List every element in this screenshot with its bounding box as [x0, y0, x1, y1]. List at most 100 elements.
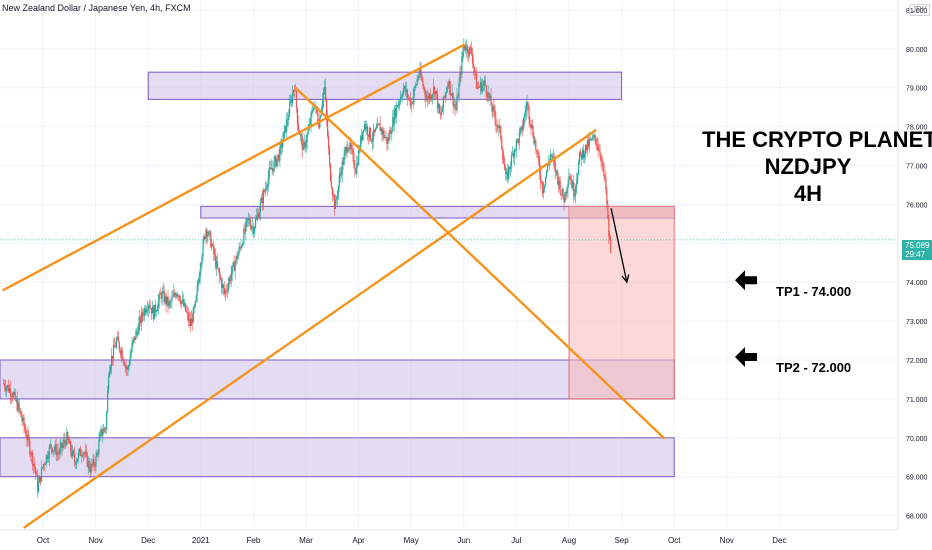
candle [39, 476, 42, 486]
candle [240, 245, 242, 252]
candle-body [292, 90, 295, 93]
candle [446, 81, 448, 94]
candle-body [231, 265, 233, 275]
projection-arrow-shaft [610, 208, 628, 283]
candle [507, 164, 509, 184]
candle [345, 145, 347, 157]
candle-body [487, 92, 489, 98]
candle [561, 185, 563, 196]
candle-body [40, 467, 43, 482]
candle [238, 243, 240, 256]
candle [552, 149, 554, 168]
currency-badge[interactable]: JPY [909, 4, 930, 16]
last-price-tag: 75.089 29:47 [902, 240, 932, 260]
candle [574, 189, 576, 200]
candle [28, 429, 30, 446]
candle-body [191, 318, 193, 323]
candle-body [391, 131, 393, 134]
candle [167, 289, 169, 315]
sr-zone [147, 71, 623, 100]
candle-body [137, 331, 139, 335]
candle [26, 430, 28, 447]
candle [99, 430, 101, 442]
candle-body [193, 306, 195, 308]
candle-body [3, 383, 6, 388]
candle [433, 78, 435, 99]
candle-body [313, 108, 315, 110]
price-tick-label: 68.000 [906, 514, 928, 521]
candle [527, 101, 529, 111]
price-axis-bg [898, 0, 932, 550]
candle-body [185, 311, 188, 313]
candle-body [543, 184, 546, 189]
candle-body [466, 45, 468, 51]
candle-body [157, 300, 159, 309]
candle-body [48, 446, 50, 459]
candle [191, 312, 193, 331]
candle [589, 136, 591, 142]
candle-body [447, 85, 449, 87]
price-tick-label: 79.000 [906, 86, 928, 93]
candle-body [213, 244, 215, 254]
candle [212, 242, 214, 247]
candle-body [304, 142, 306, 148]
candle [237, 251, 239, 260]
candle-body [320, 115, 322, 118]
candle [148, 299, 151, 314]
candle-body [537, 151, 539, 154]
candle [184, 302, 187, 313]
candle [42, 463, 45, 471]
candle [327, 131, 330, 155]
candle-body [150, 308, 153, 314]
candle-body [435, 90, 438, 94]
candle-body [596, 144, 598, 147]
candle [290, 93, 292, 105]
candle [320, 114, 322, 119]
candle [287, 111, 289, 127]
candle [448, 78, 450, 95]
candle-body [426, 99, 428, 101]
candle [292, 89, 295, 97]
candle [504, 155, 506, 171]
candle-body [5, 387, 8, 391]
candle [430, 88, 432, 102]
candle [374, 127, 376, 133]
candle-body [145, 310, 148, 313]
candle [598, 143, 600, 152]
candle-body [397, 105, 399, 107]
candle [134, 336, 136, 344]
candle-body [424, 88, 426, 95]
candle [425, 89, 427, 109]
candle-body [532, 125, 534, 137]
candle [109, 365, 111, 378]
zone-layer [0, 71, 675, 478]
candle [576, 172, 578, 194]
candle-body [326, 117, 329, 136]
candle [277, 154, 279, 167]
candle [60, 437, 62, 455]
candle-body [261, 197, 263, 204]
candle-body [465, 48, 467, 51]
candle-body [293, 90, 296, 91]
candle [421, 73, 423, 82]
candle [498, 124, 500, 136]
candle [59, 439, 61, 459]
candle-body [187, 313, 190, 322]
candle-body [288, 116, 290, 121]
candle-body [148, 305, 151, 308]
candle-body [585, 144, 588, 151]
candle [352, 143, 354, 162]
candle [432, 93, 434, 105]
candle-body [164, 295, 166, 302]
candle [87, 455, 89, 475]
candle-body [373, 129, 375, 133]
symbol-header[interactable]: New Zealand Dollar / Japanese Yen, 4h, F… [2, 3, 191, 13]
candle-body [219, 275, 222, 280]
candle [542, 181, 544, 198]
price-tick-label: 80.000 [906, 47, 928, 54]
candle [88, 457, 90, 472]
candle-body [290, 100, 292, 104]
candle-body [535, 141, 537, 151]
candle [125, 361, 127, 377]
